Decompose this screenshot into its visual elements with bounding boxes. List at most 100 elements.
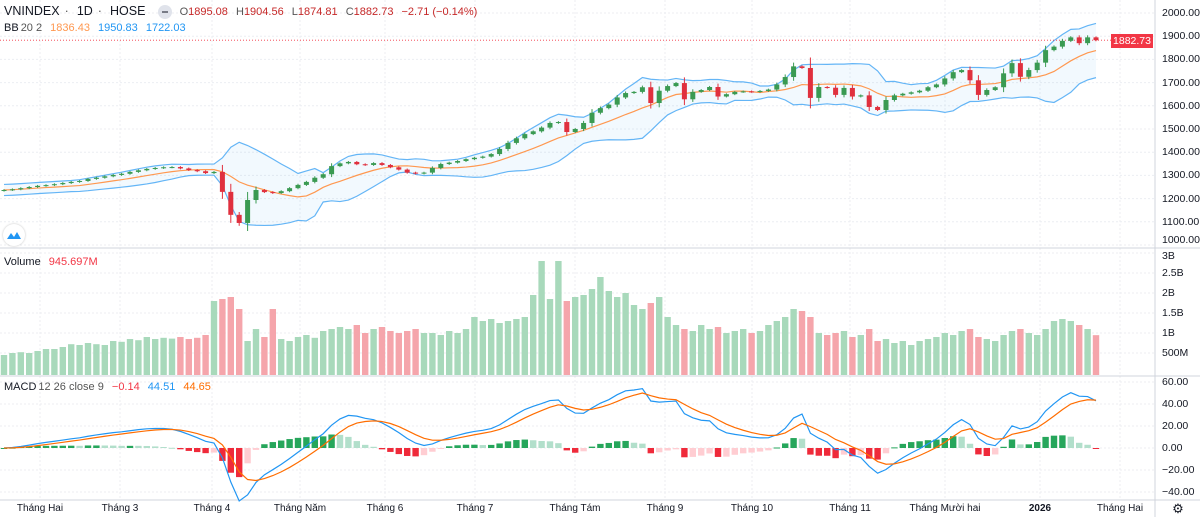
high-value: 1904.56 [243, 6, 284, 18]
macd-histogram-bar [765, 448, 772, 451]
candle-body [1001, 73, 1007, 88]
gear-icon[interactable]: ⚙ [1172, 501, 1184, 516]
time-tick-label: Tháng Tám [549, 503, 601, 514]
volume-bar [395, 333, 402, 375]
macd-histogram-bar [689, 448, 696, 457]
macd-histogram-bar [798, 438, 806, 448]
candle-body [765, 89, 771, 91]
macd-histogram-bar [1050, 435, 1058, 448]
volume-bar [798, 311, 806, 375]
candle-body [354, 161, 360, 165]
volume-bar [9, 353, 16, 375]
macd-histogram-bar [101, 445, 108, 448]
candle-body [253, 190, 259, 200]
minus-icon[interactable] [157, 5, 172, 20]
symbol-legend: VNINDEX · 1D · HOSE O1895.08 H1904.56 L187… [4, 4, 482, 20]
candle-body [908, 92, 914, 94]
tradingview-logo[interactable] [3, 224, 25, 246]
candle-body [35, 185, 41, 187]
volume-bar [320, 331, 327, 375]
macd-histogram-bar [345, 436, 352, 448]
macd-histogram-bar [1067, 436, 1074, 448]
volume-bar [916, 341, 923, 375]
candle-body [463, 159, 469, 162]
candle-body [43, 185, 49, 187]
macd-histogram-bar [185, 448, 192, 451]
volume-bar [1050, 321, 1058, 375]
macd-histogram-bar [639, 443, 646, 448]
bb-lower-line [3, 77, 1097, 227]
volume-bar [748, 333, 755, 375]
macd-histogram-bar [916, 441, 923, 448]
volume-bar [840, 331, 848, 375]
candle-body [690, 91, 696, 100]
candle-body [715, 87, 721, 97]
close-label: C [345, 6, 354, 18]
price-tick-label: 1800.00 [1162, 53, 1200, 66]
candle-body [194, 170, 200, 172]
volume-bar [42, 349, 50, 375]
macd-tick-label: 40.00 [1162, 398, 1189, 410]
volume-bar [1000, 335, 1007, 375]
macd-histogram-bar [328, 434, 335, 448]
candle-body [673, 83, 679, 87]
macd-tick-label: 60.00 [1162, 376, 1189, 388]
candle-body [203, 171, 209, 174]
volume-bar [790, 309, 797, 375]
candle-body [597, 108, 603, 113]
macd-histogram-bar [152, 446, 159, 448]
volume-bar [723, 333, 730, 375]
macd-histogram-bar [1000, 446, 1007, 448]
candle-body [891, 95, 897, 100]
volume-bar [656, 297, 663, 375]
macd-histogram-bar [1092, 448, 1100, 449]
bb-legend[interactable]: BB 20 2 1836.43 1950.83 1722.03 [4, 21, 191, 35]
macd-histogram-bar [420, 448, 428, 456]
macd-histogram-bar [488, 444, 495, 448]
volume-bar [387, 331, 394, 375]
volume-legend[interactable]: Volume 945.697M [4, 255, 103, 269]
candle-body [219, 171, 225, 192]
macd-histogram-bar [236, 448, 243, 478]
time-tick-label: Tháng 4 [193, 503, 231, 514]
bb-basis-value: 1836.43 [50, 22, 90, 34]
volume-bar [1084, 329, 1091, 375]
candle-body [186, 168, 192, 171]
price-tick-label: 1900.00 [1162, 30, 1200, 43]
candle-body [362, 164, 368, 166]
volume-bar [924, 339, 932, 375]
macd-histogram-bar [807, 448, 814, 455]
macd-histogram-bar [1008, 439, 1016, 448]
volume-bar [681, 329, 688, 375]
macd-histogram-bar [580, 448, 587, 452]
time-tick-label: Tháng 7 [456, 503, 494, 514]
exchange: HOSE [110, 4, 146, 18]
macd-legend[interactable]: MACD 12 26 close 9 −0.14 44.51 44.65 [4, 380, 216, 394]
volume-bar [908, 345, 915, 375]
candle-body [77, 180, 83, 182]
bb-name: BB [4, 22, 19, 34]
candle-body [413, 172, 419, 174]
volume-bar [891, 343, 898, 375]
macd-histogram-bar [404, 448, 411, 456]
volume-bar [521, 317, 528, 375]
volume-bar [68, 344, 75, 375]
macd-histogram-bar [219, 448, 226, 461]
macd-histogram-bar [496, 443, 503, 448]
price-tick-label: 1200.00 [1162, 192, 1200, 205]
candle-body [60, 183, 66, 185]
volume-bar [488, 319, 495, 375]
volume-bar [824, 335, 831, 375]
volume-bar [782, 317, 789, 375]
macd-histogram-bar [647, 448, 654, 454]
candle-body [228, 191, 234, 215]
volume-bar [479, 321, 486, 375]
macd-histogram-bar [160, 447, 167, 449]
volume-bar [832, 333, 839, 375]
macd-histogram-bar [110, 445, 117, 448]
volume-bar [756, 331, 764, 375]
volume-bar [580, 295, 587, 375]
volume-bar [857, 335, 864, 375]
candle-body [698, 90, 704, 92]
